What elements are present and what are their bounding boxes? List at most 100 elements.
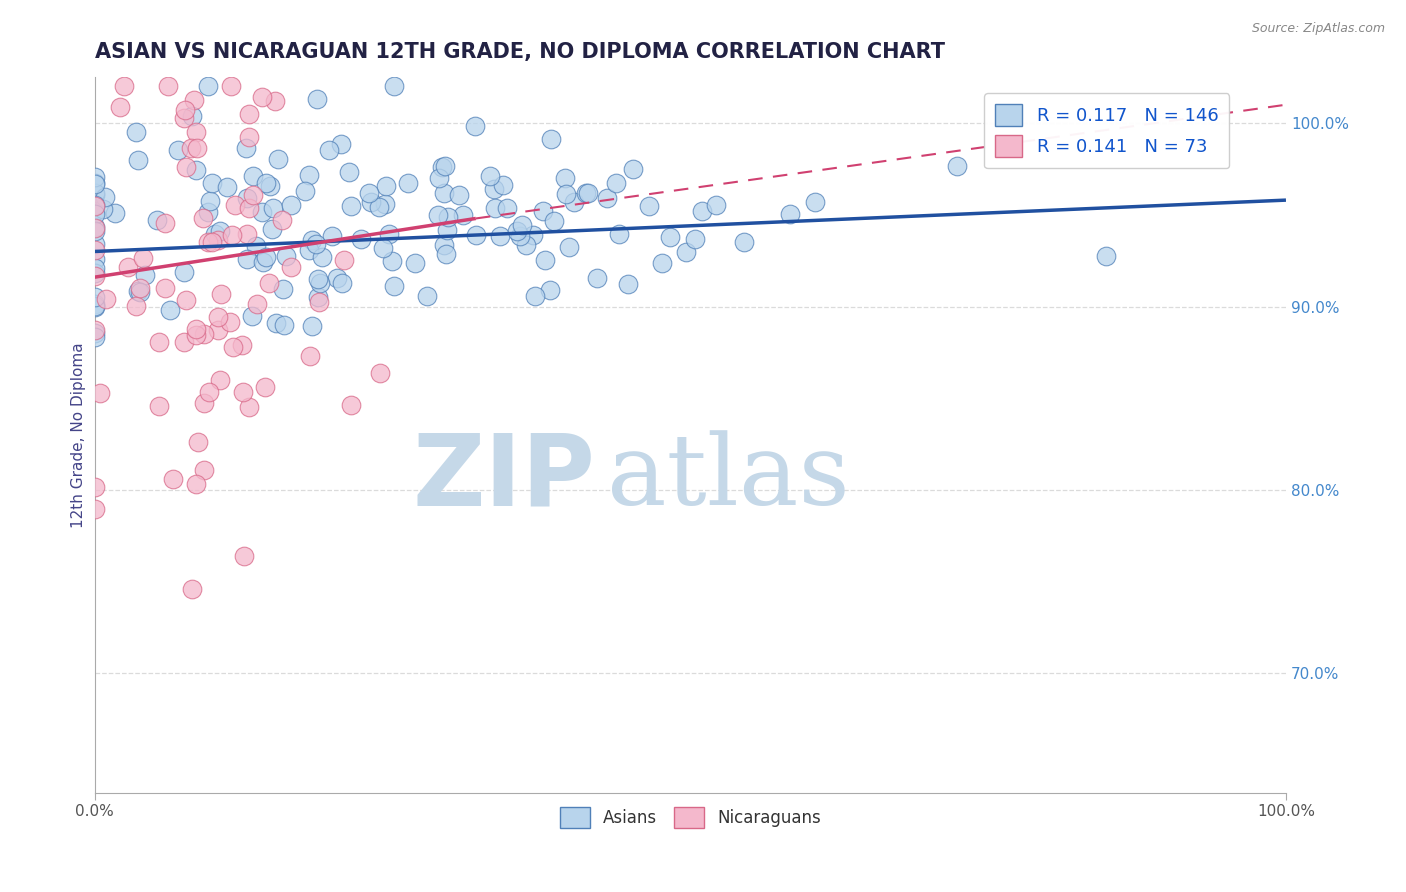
Point — [250, 89, 273, 103]
Point — [173, 111, 195, 125]
Point — [186, 162, 208, 177]
Point — [271, 282, 294, 296]
Point — [193, 463, 215, 477]
Point — [204, 227, 226, 241]
Point — [83, 207, 105, 221]
Point — [381, 253, 404, 268]
Point — [945, 159, 967, 173]
Point — [159, 303, 181, 318]
Point — [263, 94, 285, 108]
Point — [184, 328, 207, 343]
Point — [506, 224, 529, 238]
Point — [382, 279, 405, 293]
Point — [83, 299, 105, 313]
Point — [125, 299, 148, 313]
Point — [271, 213, 294, 227]
Point — [94, 292, 117, 306]
Point — [240, 309, 263, 323]
Point — [94, 189, 117, 203]
Y-axis label: 12th Grade, No Diploma: 12th Grade, No Diploma — [72, 343, 86, 528]
Point — [543, 214, 565, 228]
Point — [146, 212, 169, 227]
Point — [374, 179, 396, 194]
Point — [308, 295, 330, 310]
Point — [396, 177, 419, 191]
Text: ASIAN VS NICARAGUAN 12TH GRADE, NO DIPLOMA CORRELATION CHART: ASIAN VS NICARAGUAN 12TH GRADE, NO DIPLO… — [94, 42, 945, 62]
Point — [465, 228, 488, 243]
Point — [339, 165, 361, 179]
Point — [231, 338, 253, 352]
Point — [704, 197, 727, 211]
Point — [260, 222, 283, 236]
Point — [404, 256, 426, 270]
Point — [89, 386, 111, 401]
Point — [134, 268, 156, 283]
Point — [132, 251, 155, 265]
Point — [184, 322, 207, 336]
Point — [433, 186, 456, 201]
Point — [434, 247, 457, 261]
Point — [209, 286, 232, 301]
Point — [534, 253, 557, 268]
Point — [294, 184, 316, 198]
Point — [301, 233, 323, 247]
Point — [207, 233, 229, 247]
Point — [235, 227, 257, 241]
Text: ZIP: ZIP — [412, 429, 595, 526]
Point — [236, 252, 259, 266]
Point — [125, 125, 148, 139]
Point — [128, 153, 150, 167]
Point — [238, 401, 260, 415]
Point — [83, 178, 105, 192]
Point — [91, 202, 114, 216]
Point — [305, 237, 328, 252]
Point — [360, 195, 382, 210]
Point — [307, 92, 329, 106]
Point — [83, 223, 105, 237]
Point — [575, 186, 598, 201]
Point — [173, 103, 195, 117]
Point — [540, 132, 562, 146]
Point — [232, 385, 254, 400]
Point — [201, 235, 224, 249]
Point — [433, 159, 456, 173]
Point — [187, 435, 209, 450]
Point — [153, 281, 176, 295]
Point — [83, 323, 105, 337]
Point — [186, 125, 208, 139]
Point — [83, 219, 105, 234]
Point — [779, 206, 801, 220]
Point — [197, 235, 219, 249]
Point — [510, 218, 533, 232]
Point — [495, 202, 517, 216]
Point — [191, 211, 214, 225]
Point — [250, 205, 273, 219]
Point — [437, 210, 460, 224]
Point — [371, 241, 394, 255]
Point — [605, 176, 627, 190]
Point — [538, 284, 561, 298]
Point — [215, 180, 238, 194]
Point — [157, 79, 180, 94]
Point — [207, 323, 229, 337]
Point — [330, 277, 353, 291]
Point — [273, 318, 295, 333]
Point — [531, 203, 554, 218]
Point — [83, 329, 105, 343]
Point — [245, 238, 267, 252]
Point — [692, 204, 714, 219]
Point — [257, 276, 280, 290]
Point — [83, 501, 105, 516]
Point — [262, 201, 284, 215]
Point — [83, 260, 105, 275]
Point — [198, 385, 221, 400]
Point — [464, 119, 486, 133]
Point — [586, 271, 609, 285]
Point — [83, 176, 105, 190]
Legend: Asians, Nicaraguans: Asians, Nicaraguans — [553, 801, 828, 834]
Point — [638, 199, 661, 213]
Point — [83, 290, 105, 304]
Point — [83, 244, 105, 258]
Point — [651, 256, 673, 270]
Point — [349, 232, 371, 246]
